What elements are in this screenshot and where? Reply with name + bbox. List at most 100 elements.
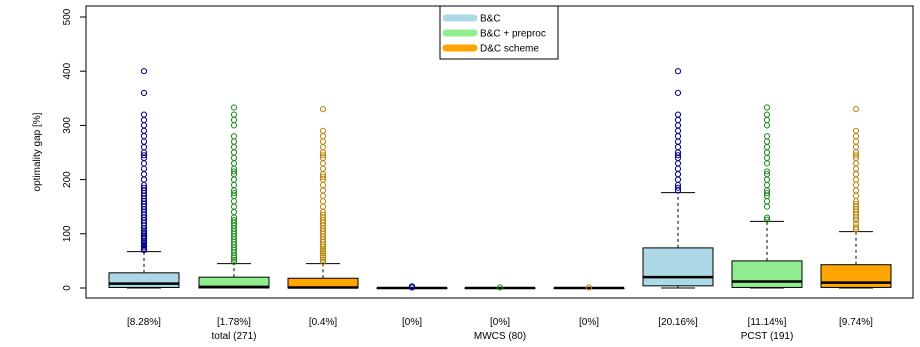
box-4 — [376, 283, 448, 291]
box-iqr — [108, 272, 180, 288]
box-1 — [108, 68, 180, 289]
outlier-point — [140, 171, 148, 178]
box-6 — [553, 284, 625, 291]
outlier-point — [496, 284, 504, 291]
outlier-point — [140, 152, 148, 159]
outlier-point — [140, 165, 148, 172]
outlier-point — [230, 154, 238, 162]
outlier-point — [319, 252, 327, 259]
outlier-point — [140, 184, 148, 191]
outlier-point — [763, 168, 771, 175]
outlier-point — [852, 165, 860, 172]
group-label: MWCS (80) — [474, 331, 526, 342]
outlier-point — [763, 214, 771, 221]
outlier-point — [319, 106, 327, 113]
group-label: PCST (191) — [741, 331, 794, 342]
outlier-point — [408, 283, 416, 290]
outlier-point — [140, 122, 148, 129]
outlier-point — [763, 143, 771, 151]
outlier-point — [852, 220, 860, 228]
outlier-point — [319, 127, 327, 134]
outlier-point — [140, 143, 148, 151]
box-iqr — [820, 264, 892, 288]
legend-label: B&C — [480, 14, 501, 25]
bracket-label: [1.78%] — [217, 317, 251, 328]
outlier-point — [763, 198, 771, 205]
x-axis-labels: [8.28%] [1.78%] [0.4%] [0%] [0%] [0%] [20.16%]… — [127, 317, 873, 342]
outlier-point — [674, 152, 682, 159]
outlier-point — [585, 284, 593, 291]
outlier-point — [852, 133, 860, 140]
outlier-point — [319, 248, 327, 255]
outlier-point — [763, 171, 771, 178]
outlier-point — [230, 181, 238, 189]
box-9 — [820, 106, 892, 289]
outlier-point — [230, 111, 238, 118]
legend: B&C B&C + preproc D&C scheme — [439, 5, 559, 60]
outlier-point — [319, 181, 327, 189]
outlier-point — [763, 138, 771, 145]
y-axis-title: optimality gap [%] — [32, 112, 43, 191]
outlier-point — [319, 256, 327, 263]
outlier-point — [674, 165, 682, 172]
outlier-point — [230, 143, 238, 151]
outlier-point — [763, 104, 771, 111]
outlier-point — [674, 122, 682, 129]
y-tick-label: 500 — [62, 8, 73, 25]
legend-label: B&C + preproc — [480, 29, 546, 40]
outlier-point — [852, 171, 860, 178]
group-label: total (271) — [211, 331, 256, 342]
outlier-point — [674, 184, 682, 191]
box-2 — [198, 104, 270, 289]
outlier-point — [319, 254, 327, 261]
outlier-point — [319, 165, 327, 172]
outlier-point — [140, 89, 148, 96]
bracket-label: [9.74%] — [839, 317, 873, 328]
outlier-point — [230, 190, 238, 197]
outlier-point — [674, 116, 682, 124]
outlier-point — [763, 154, 771, 162]
outlier-point — [319, 138, 327, 145]
outlier-point — [763, 122, 771, 129]
outlier-point — [230, 176, 238, 183]
outlier-point — [230, 116, 238, 124]
outlier-point — [319, 258, 327, 266]
bracket-label: [0.4%] — [309, 317, 338, 328]
outlier-point — [319, 245, 327, 253]
outlier-point — [230, 160, 238, 167]
outlier-point — [674, 138, 682, 145]
outlier-point — [674, 68, 682, 75]
outlier-point — [319, 203, 327, 210]
outlier-point — [230, 203, 238, 210]
outlier-point — [763, 190, 771, 197]
box-iqr — [642, 247, 714, 287]
outlier-point — [763, 133, 771, 140]
outlier-point — [852, 127, 860, 134]
y-tick-label: 200 — [62, 171, 73, 188]
outlier-point — [319, 173, 327, 180]
outlier-point — [319, 143, 327, 151]
outlier-point — [674, 171, 682, 178]
outlier-point — [319, 152, 327, 159]
outlier-point — [852, 152, 860, 159]
outlier-point — [319, 250, 327, 257]
outlier-point — [763, 203, 771, 210]
outlier-point — [140, 176, 148, 183]
y-tick-label: 400 — [62, 62, 73, 79]
outlier-point — [674, 89, 682, 96]
outlier-point — [852, 181, 860, 189]
outlier-point — [852, 143, 860, 151]
outlier-point — [230, 209, 238, 216]
outlier-point — [852, 200, 860, 208]
outlier-point — [763, 160, 771, 167]
outlier-point — [852, 160, 860, 167]
outlier-point — [852, 224, 860, 231]
box-iqr — [731, 260, 803, 288]
box-7 — [642, 68, 714, 289]
outlier-point — [852, 176, 860, 183]
outlier-point — [230, 149, 238, 156]
outlier-point — [319, 198, 327, 205]
outlier-point — [674, 133, 682, 140]
box-5 — [464, 284, 536, 291]
y-axis: 0 100 200 300 400 500 — [62, 8, 87, 291]
